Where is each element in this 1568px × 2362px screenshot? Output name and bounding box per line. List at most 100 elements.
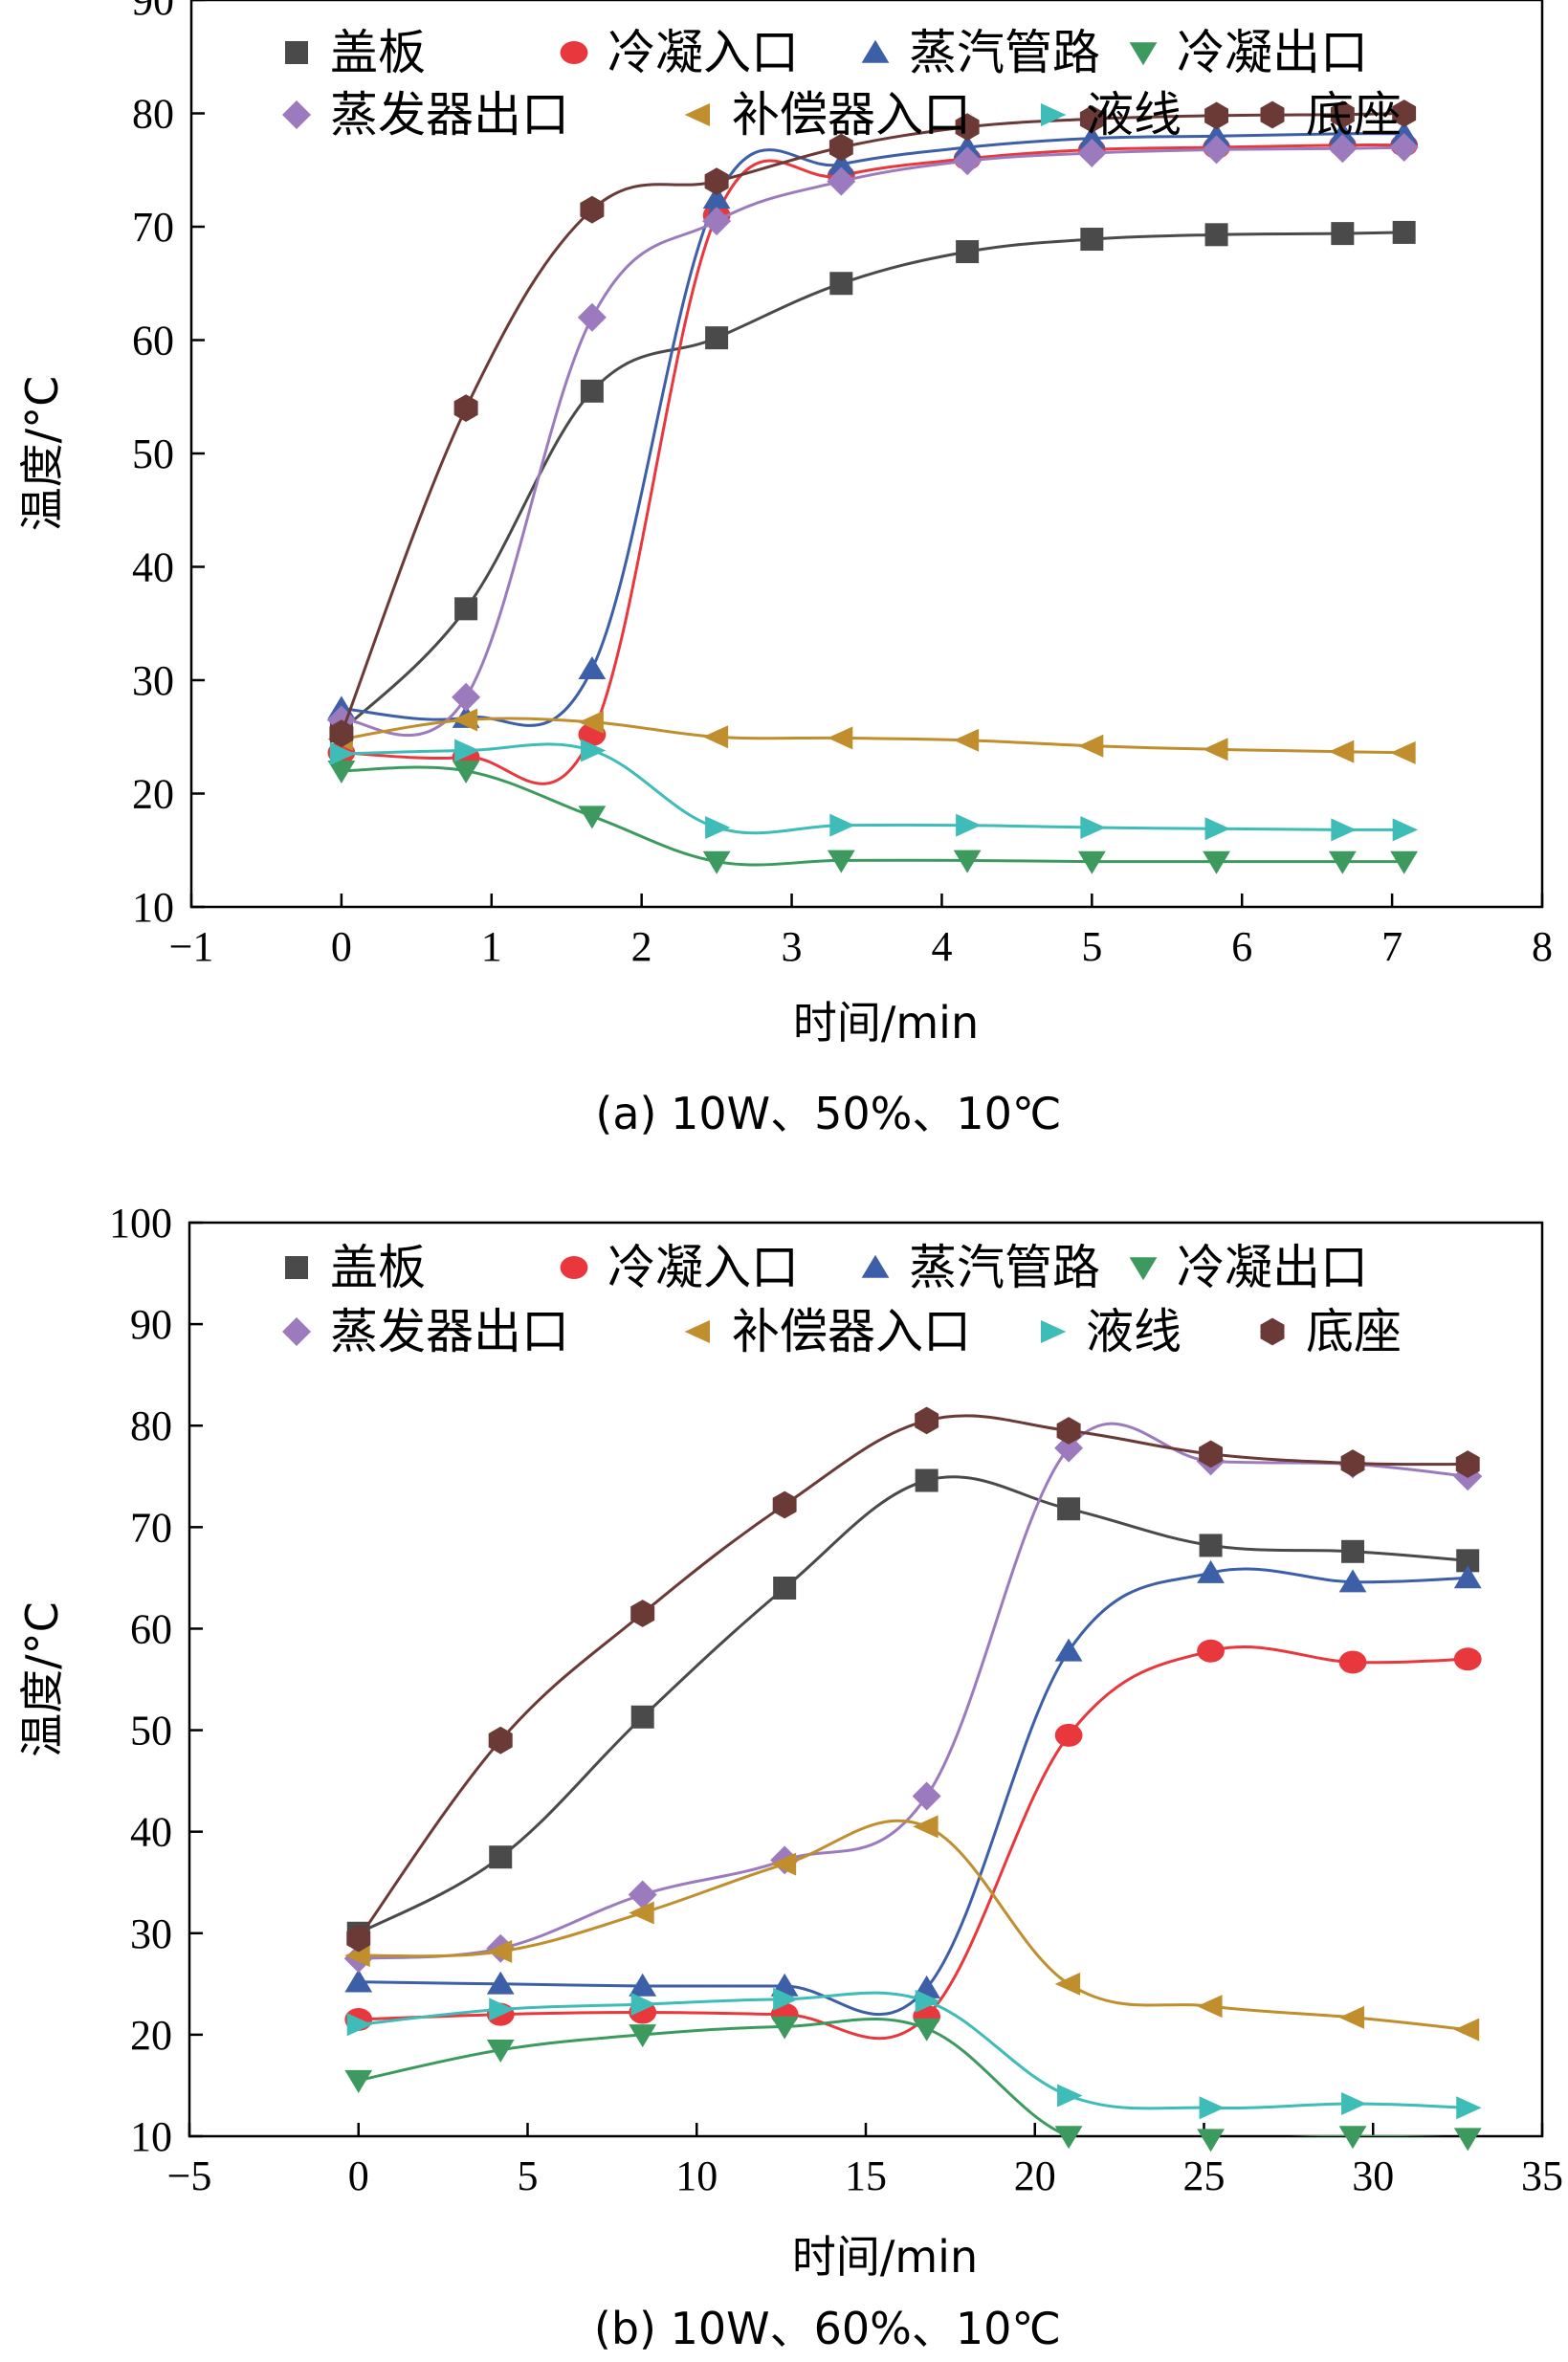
data-point	[827, 726, 853, 750]
x-tick-label: 7	[1381, 923, 1402, 970]
data-point	[327, 761, 356, 784]
series-5	[344, 1815, 1480, 2042]
legend-marker	[861, 39, 890, 63]
y-tick-label: 10	[130, 2113, 172, 2160]
legend-label: 冷凝入口	[607, 1240, 799, 1295]
legend-label: 蒸发器出口	[330, 1304, 569, 1359]
data-point	[1340, 1449, 1365, 1477]
data-point	[1341, 1539, 1365, 1563]
legend-label: 冷凝入口	[607, 25, 799, 80]
data-point	[1328, 134, 1358, 164]
data-point	[346, 1924, 371, 1953]
y-tick-label: 20	[132, 771, 174, 818]
data-point	[915, 1989, 941, 2013]
data-point	[346, 2013, 373, 2037]
series-line	[341, 765, 1404, 867]
data-point	[1338, 1569, 1367, 1593]
data-point	[1197, 2129, 1225, 2152]
data-point	[1080, 228, 1104, 252]
y-tick-label: 10	[132, 884, 174, 931]
series-7	[346, 1406, 1480, 1953]
data-point	[578, 806, 607, 829]
legend-label: 盖板	[330, 25, 426, 80]
legend-item: 冷凝出口	[1129, 1240, 1368, 1295]
data-point	[578, 710, 604, 734]
data-point	[705, 326, 729, 350]
series-line	[357, 1414, 1469, 1939]
data-point	[454, 739, 480, 762]
x-tick-label: 25	[1183, 2152, 1226, 2199]
data-point	[953, 134, 982, 158]
series-3	[344, 2016, 1482, 2152]
legend-marker	[1260, 100, 1285, 129]
legend-label: 蒸汽管路	[909, 1240, 1100, 1295]
data-point	[915, 1406, 939, 1435]
data-point	[1453, 2128, 1482, 2152]
data-point	[1338, 2005, 1365, 2029]
series-line	[340, 231, 1404, 733]
legend-label: 补偿器入口	[732, 1304, 971, 1359]
data-point	[915, 1468, 939, 1492]
legend-item: 冷凝入口	[560, 1240, 799, 1295]
x-axis-label: 时间/min	[792, 2231, 978, 2283]
legend-item: 盖板	[285, 1240, 426, 1295]
data-point	[452, 761, 480, 784]
series-5	[327, 708, 1416, 764]
x-tick-label: 8	[1532, 923, 1553, 970]
x-tick-label: 0	[348, 2152, 369, 2199]
x-axis-label: 时间/min	[793, 997, 979, 1049]
panel-caption: (b) 10W、60%、10℃	[594, 2303, 1061, 2354]
data-point	[1338, 2126, 1367, 2150]
data-point	[1331, 818, 1357, 842]
data-point	[827, 151, 855, 175]
series-7	[329, 99, 1417, 748]
data-point	[1197, 1639, 1225, 1663]
data-point	[630, 1993, 657, 2017]
data-point	[1453, 1565, 1482, 1589]
data-point	[452, 708, 478, 732]
legend-item: 蒸汽管路	[861, 25, 1100, 80]
data-point	[1453, 2018, 1480, 2042]
y-tick-label: 80	[130, 1402, 172, 1449]
legend-item: 液线	[1041, 87, 1182, 143]
series-1	[327, 133, 1419, 785]
legend-item: 底座	[1260, 1304, 1402, 1359]
data-point	[1338, 1650, 1367, 1674]
y-tick-label: 60	[130, 1605, 172, 1652]
data-point	[1330, 100, 1355, 129]
data-point	[629, 1973, 657, 1997]
data-point	[1204, 817, 1230, 841]
data-point	[1054, 1433, 1084, 1463]
data-point	[486, 1939, 513, 1963]
data-point	[1389, 133, 1419, 163]
legend-label: 蒸发器出口	[330, 87, 569, 143]
series-line	[341, 143, 1404, 785]
legend-marker	[1129, 42, 1158, 66]
data-point	[1390, 850, 1419, 874]
series-line	[358, 1991, 1469, 2110]
legend-marker	[1260, 1317, 1285, 1346]
data-point	[1077, 850, 1106, 874]
x-tick-label: 15	[845, 2152, 887, 2199]
y-tick-label: 30	[130, 1910, 172, 1957]
data-point	[827, 166, 856, 196]
data-point	[702, 725, 729, 749]
data-point	[629, 2024, 657, 2048]
data-point	[913, 2018, 941, 2042]
y-tick-label: 40	[130, 1809, 172, 1856]
data-point	[1341, 2092, 1367, 2116]
y-tick-label: 50	[132, 430, 174, 477]
legend-item: 盖板	[285, 25, 426, 80]
data-point	[344, 2069, 373, 2093]
data-point	[1328, 850, 1357, 874]
data-point	[344, 1944, 370, 1968]
x-tick-label: 1	[481, 923, 502, 970]
legend-marker	[560, 1256, 588, 1279]
data-point	[577, 302, 607, 332]
x-tick-label: 2	[631, 923, 652, 970]
data-point	[1328, 121, 1357, 144]
data-point	[702, 207, 732, 236]
data-point	[1392, 220, 1416, 244]
y-tick-label: 90	[132, 0, 174, 24]
